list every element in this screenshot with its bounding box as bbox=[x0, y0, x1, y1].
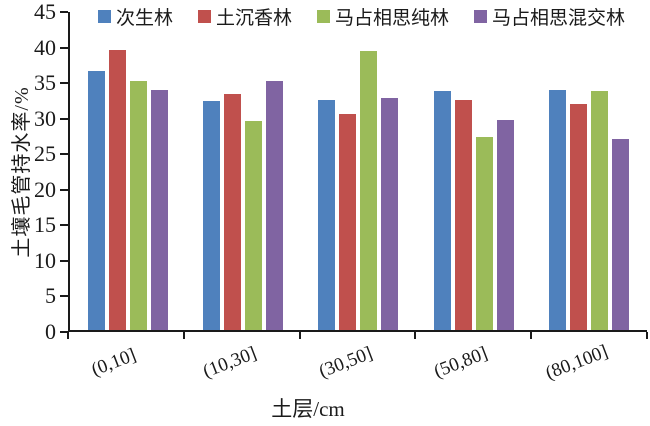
legend-item: 土沉香林 bbox=[198, 3, 292, 30]
x-tick-mark bbox=[530, 332, 533, 339]
y-tick-mark bbox=[60, 46, 68, 49]
bar-土沉香林 bbox=[108, 50, 126, 330]
y-tick-mark bbox=[60, 82, 68, 85]
bar-马占相思混交林 bbox=[381, 98, 399, 330]
bar-group bbox=[185, 12, 300, 330]
x-category-label: (0,10] bbox=[88, 344, 139, 381]
legend-item: 马占相思混交林 bbox=[474, 3, 625, 30]
legend-label: 马占相思混交林 bbox=[492, 8, 626, 29]
bar-次生林 bbox=[318, 99, 336, 330]
y-tick-mark bbox=[60, 188, 68, 191]
legend-item: 次生林 bbox=[98, 3, 173, 30]
bar-土沉香林 bbox=[570, 103, 588, 330]
y-tick-label: 30 bbox=[34, 105, 56, 131]
bar-group bbox=[70, 12, 185, 330]
y-tick-mark bbox=[60, 224, 68, 227]
bar-土沉香林 bbox=[339, 113, 357, 330]
x-category-label: (50,80] bbox=[431, 342, 491, 383]
bar-次生林 bbox=[433, 91, 451, 330]
bar-group bbox=[416, 12, 531, 330]
y-tick-mark bbox=[60, 295, 68, 298]
bar-土沉香林 bbox=[224, 93, 242, 330]
bar-马占相思纯林 bbox=[475, 137, 493, 330]
bar-次生林 bbox=[87, 70, 105, 330]
bar-马占相思混交林 bbox=[150, 90, 168, 330]
legend-label: 土沉香林 bbox=[216, 8, 293, 29]
legend-swatch-icon bbox=[198, 10, 212, 23]
bar-马占相思混交林 bbox=[612, 138, 630, 330]
bar-马占相思纯林 bbox=[245, 120, 263, 330]
bar-group bbox=[301, 12, 416, 330]
x-tick-mark bbox=[182, 332, 185, 339]
legend: 次生林 土沉香林 马占相思纯林 马占相思混交林 bbox=[98, 3, 625, 30]
x-axis-title: 土层/cm bbox=[271, 397, 345, 421]
x-tick-mark bbox=[414, 332, 417, 339]
x-tick-mark bbox=[67, 332, 69, 339]
y-tick-label: 10 bbox=[34, 247, 56, 273]
x-tick-mark bbox=[646, 332, 648, 339]
y-tick-label: 25 bbox=[34, 141, 56, 167]
x-tick-mark bbox=[298, 332, 301, 339]
y-tick-label: 0 bbox=[45, 319, 56, 344]
y-tick-mark bbox=[60, 259, 68, 262]
legend-swatch-icon bbox=[317, 10, 331, 23]
bar-次生林 bbox=[549, 89, 567, 330]
bar-土沉香林 bbox=[454, 100, 472, 330]
legend-item: 马占相思纯林 bbox=[317, 3, 449, 30]
y-tick-label: 40 bbox=[34, 34, 56, 60]
bar-马占相思纯林 bbox=[360, 50, 378, 330]
y-tick-label: 20 bbox=[34, 176, 56, 202]
legend-swatch-icon bbox=[98, 10, 111, 23]
x-category-label: (10,30] bbox=[199, 342, 260, 383]
y-tick-mark bbox=[60, 117, 68, 120]
y-tick-label: 5 bbox=[45, 283, 56, 309]
legend-label: 马占相思纯林 bbox=[335, 8, 450, 29]
legend-label: 次生林 bbox=[116, 8, 174, 29]
y-tick-mark bbox=[60, 331, 68, 333]
bar-马占相思混交林 bbox=[266, 81, 284, 330]
y-tick-mark bbox=[60, 11, 68, 13]
y-tick-label: 45 bbox=[34, 0, 56, 24]
bar-次生林 bbox=[203, 101, 221, 330]
legend-swatch-icon bbox=[474, 10, 488, 23]
bar-马占相思混交林 bbox=[496, 120, 514, 330]
y-tick-label: 15 bbox=[34, 212, 56, 238]
plot-area bbox=[68, 12, 647, 332]
y-tick-mark bbox=[60, 153, 68, 156]
x-category-label: (30,50] bbox=[315, 342, 375, 383]
x-category-label: (80,100] bbox=[542, 341, 611, 384]
y-tick-label: 35 bbox=[34, 70, 56, 96]
bar-group bbox=[532, 12, 647, 330]
bar-马占相思纯林 bbox=[591, 91, 609, 330]
bar-马占相思纯林 bbox=[129, 81, 147, 330]
